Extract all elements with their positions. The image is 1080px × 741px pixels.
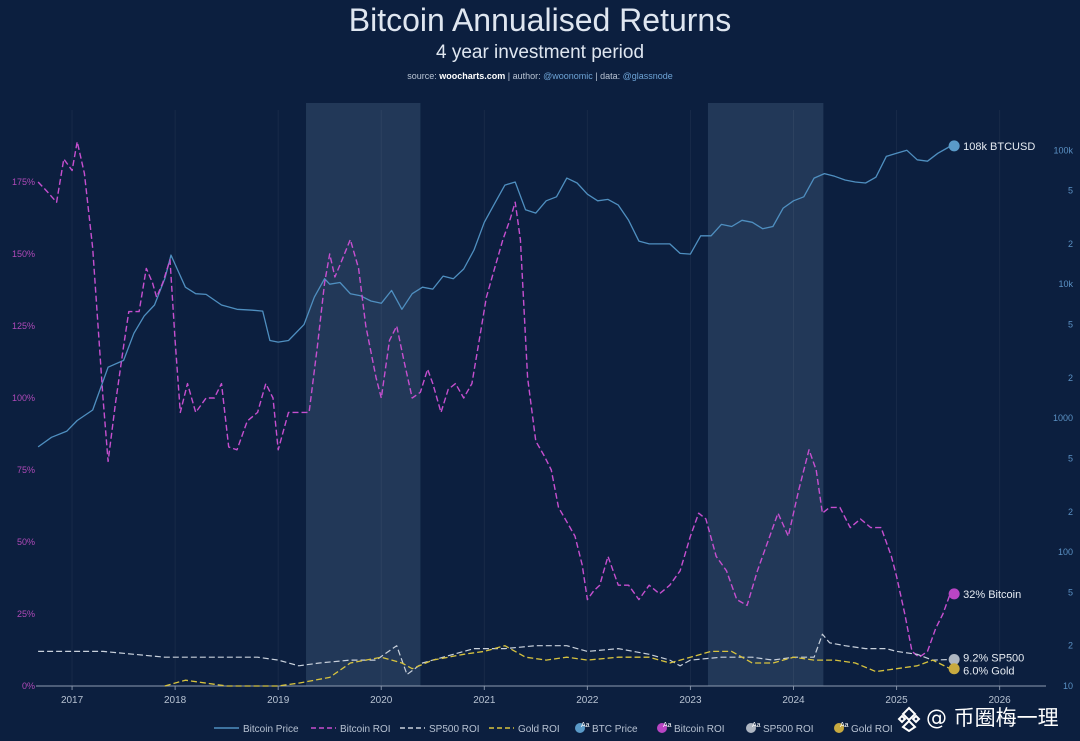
legend-swatch-4 xyxy=(575,723,585,733)
right-tick-label: 2 xyxy=(1068,507,1073,517)
series-line-2 xyxy=(38,633,951,676)
legend-swatch-7 xyxy=(834,723,844,733)
right-tick-label: 10k xyxy=(1058,279,1073,289)
legend-label-6: SP500 ROI xyxy=(763,724,814,735)
right-tick-label: 100k xyxy=(1053,145,1073,155)
end-marker-gold_roi xyxy=(948,663,960,675)
left-tick-label: 175% xyxy=(12,177,35,187)
end-label-sp500_roi: 9.2% SP500 xyxy=(963,653,1024,665)
binance-logo-icon xyxy=(897,706,921,732)
legend-label-3: Gold ROI xyxy=(518,724,560,735)
left-tick-label: 100% xyxy=(12,393,35,403)
data-prefix: | data: xyxy=(592,71,623,81)
legend-label-0: Bitcoin Price xyxy=(243,724,299,735)
right-tick-label: 5 xyxy=(1068,320,1073,330)
shaded-period-1 xyxy=(707,103,824,686)
left-tick-label: 50% xyxy=(17,537,35,547)
right-tick-label: 2 xyxy=(1068,373,1073,383)
legend-aa-mark: Aa xyxy=(663,722,672,729)
x-tick-label: 2022 xyxy=(576,695,599,706)
legend-aa-mark: Aa xyxy=(752,722,761,729)
x-tick-label: 2021 xyxy=(473,695,496,706)
left-tick-label: 150% xyxy=(12,249,35,259)
source-line: source: woocharts.com | author: @woonomi… xyxy=(0,71,1080,81)
legend-aa-mark: Aa xyxy=(840,722,849,729)
right-tick-label: 1000 xyxy=(1053,413,1073,423)
author-prefix: | author: xyxy=(505,71,544,81)
author-link[interactable]: @woonomic xyxy=(543,71,593,81)
end-marker-btc_price xyxy=(948,140,960,152)
chart-title: Bitcoin Annualised Returns xyxy=(348,2,732,38)
x-tick-label: 2025 xyxy=(885,695,908,706)
watermark-text: @ 币圈梅一理 xyxy=(926,706,1059,730)
x-tick-label: 2026 xyxy=(988,695,1011,706)
legend-swatch-6 xyxy=(746,723,756,733)
left-tick-label: 125% xyxy=(12,321,35,331)
right-tick-label: 10 xyxy=(1063,681,1073,691)
legend-label-2: SP500 ROI xyxy=(429,724,480,735)
end-label-btc_price: 108k BTCUSD xyxy=(963,141,1035,153)
chart-subtitle: 4 year investment period xyxy=(435,42,645,63)
x-tick-label: 2020 xyxy=(370,695,393,706)
right-tick-label: 5 xyxy=(1068,587,1073,597)
legend-label-7: Gold ROI xyxy=(851,724,893,735)
x-tick-label: 2019 xyxy=(267,695,290,706)
legend-label-4: BTC Price xyxy=(592,724,638,735)
legend-label-1: Bitcoin ROI xyxy=(340,724,391,735)
right-tick-label: 2 xyxy=(1068,641,1073,651)
x-tick-label: 2017 xyxy=(61,695,84,706)
legend-swatch-5 xyxy=(657,723,667,733)
series-line-3 xyxy=(164,645,951,687)
right-tick-label: 5 xyxy=(1068,453,1073,463)
x-tick-label: 2018 xyxy=(164,695,187,706)
legend-aa-mark: Aa xyxy=(581,722,590,729)
data-source-link[interactable]: @glassnode xyxy=(622,71,673,81)
left-tick-label: 25% xyxy=(17,609,35,619)
x-tick-label: 2023 xyxy=(679,695,702,706)
source-site[interactable]: woocharts.com xyxy=(439,71,506,81)
right-tick-label: 2 xyxy=(1068,239,1073,249)
end-marker-btc_roi xyxy=(948,588,960,600)
left-tick-label: 0% xyxy=(22,681,35,691)
end-marker-sp500_roi xyxy=(948,654,960,666)
left-tick-label: 75% xyxy=(17,465,35,475)
end-label-btc_roi: 32% Bitcoin xyxy=(963,589,1021,601)
series-line-1 xyxy=(37,141,951,658)
right-tick-label: 5 xyxy=(1068,186,1073,196)
end-label-gold_roi: 6.0% Gold xyxy=(963,666,1014,678)
shaded-period-0 xyxy=(306,103,421,686)
watermark: @ 币圈梅一理 xyxy=(896,702,1059,732)
right-tick-label: 100 xyxy=(1058,547,1073,557)
x-tick-label: 2024 xyxy=(782,695,805,706)
series-line-0 xyxy=(37,145,951,448)
legend-label-5: Bitcoin ROI xyxy=(674,724,725,735)
source-prefix: source: xyxy=(407,71,440,81)
